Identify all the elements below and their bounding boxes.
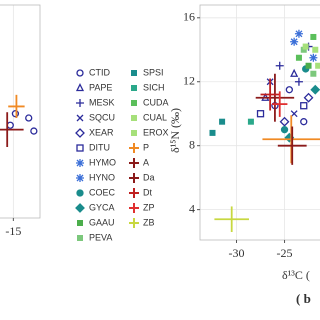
legend-label: SPSI [143,67,164,77]
legend-label: GAAU [89,217,115,227]
point [290,37,299,46]
point [275,61,284,70]
legend-label: SQCU [89,112,115,122]
point [294,29,303,38]
point [302,43,309,50]
point [290,68,299,77]
x-tick-label: -25 [277,246,293,260]
x-tick-label: -15 [5,224,21,238]
point [310,70,317,77]
legend-label: SICH [143,82,165,92]
panel-border [199,4,320,241]
legend-label: HYNO [89,172,115,182]
point [309,53,318,62]
legend-marker [76,69,84,77]
legend-marker [131,130,137,136]
point [300,118,308,126]
legend-marker [129,203,139,213]
legend-label: MESK [89,97,115,107]
legend-marker [131,85,137,91]
point [312,46,319,53]
point [209,129,216,136]
legend-marker [75,83,85,92]
point [280,126,289,134]
y-axis-label: δ¹⁵N (‰) [168,108,182,153]
point [294,77,303,86]
legend-marker [129,218,139,228]
legend-marker [76,114,84,122]
legend-marker [76,144,84,152]
point [303,92,314,103]
legend-label: COEC [89,187,116,197]
point [11,110,20,118]
legend-label: PAPE [89,82,112,92]
point [315,62,320,69]
point [219,118,226,125]
point [310,84,320,95]
y-tick-label: 8 [189,137,195,151]
x-tick-label: -30 [229,246,245,260]
panel-border [0,4,41,219]
legend-label: DITU [89,142,110,152]
legend-label: Dt [143,187,152,197]
point [279,116,290,127]
point [256,110,265,118]
legend-label: ZB [143,217,155,227]
legend-marker [131,100,137,106]
point [300,102,308,110]
legend-label: CUDA [143,97,169,107]
point [285,86,293,94]
legend-label: Da [143,172,155,182]
point [25,114,33,122]
point [305,62,312,69]
point [247,118,254,125]
legend-marker [77,235,83,241]
legend-marker [129,173,139,183]
plot-area [200,5,320,240]
legend-label: CUAL [143,112,167,122]
legend-marker [76,174,84,182]
x-axis-label: δ¹³C ( [282,268,310,282]
y-tick-label: 4 [189,201,195,215]
legend-marker [75,128,85,138]
legend-label: CTID [89,67,110,77]
legend-marker [77,220,83,226]
legend-marker [76,159,84,167]
legend-marker [131,115,137,121]
point [300,46,307,53]
legend-label: XEAR [89,127,114,137]
legend-label: P [143,142,149,152]
legend-label: A [143,157,149,167]
plot-area [0,5,38,218]
legend-marker [76,99,84,107]
point [295,54,302,61]
y-tick-label: 12 [183,73,195,87]
point [30,127,38,135]
legend-marker [129,158,139,168]
legend-label: GYCA [89,202,115,212]
legend-marker [129,188,139,198]
legend-marker [76,189,84,197]
legend-marker [75,203,85,213]
legend-marker [131,70,137,76]
legend-label: ZP [143,202,155,212]
y-tick-label: 16 [183,10,195,24]
legend-label: HYMO [89,157,116,167]
panel-label: ( b [296,291,311,306]
legend-label: EROX [143,127,169,137]
point [310,33,317,40]
legend-marker [129,143,139,153]
legend-label: PEVA [89,232,112,242]
